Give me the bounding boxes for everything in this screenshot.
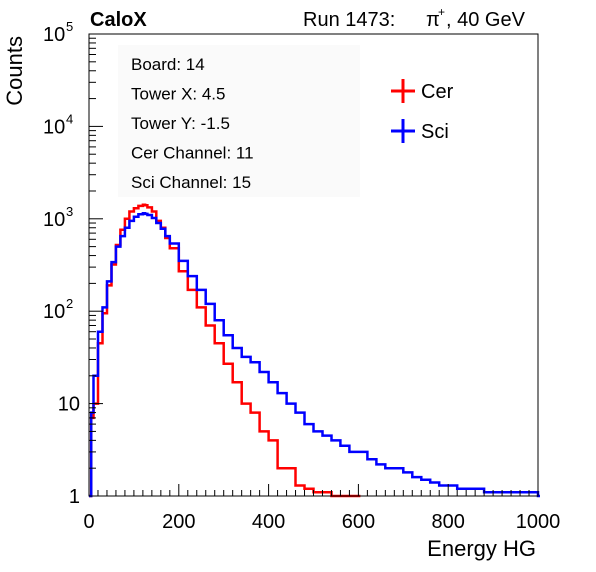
y-tick-label-exponent: 5 bbox=[66, 19, 73, 34]
info-line: Board: 14 bbox=[131, 55, 205, 74]
y-tick-label-exponent: 4 bbox=[66, 111, 73, 126]
info-box-lines: Board: 14 Tower X: 4.5 Tower Y: -1.5 Cer Ch… bbox=[131, 55, 254, 192]
x-tick-label: 600 bbox=[342, 511, 375, 533]
series-line-sci bbox=[89, 211, 540, 498]
experiment-label: CaloX bbox=[90, 9, 147, 31]
y-tick-label-base: 10 bbox=[43, 209, 65, 231]
x-tick-label: 200 bbox=[162, 511, 195, 533]
info-line: Sci Channel: 15 bbox=[131, 173, 251, 192]
info-line: Tower X: 4.5 bbox=[131, 85, 226, 104]
particle-charge-label: + bbox=[438, 5, 445, 19]
x-tick-label: 400 bbox=[252, 511, 285, 533]
y-tick-label-exponent: 3 bbox=[66, 204, 73, 219]
y-tick-label: 1 bbox=[69, 486, 80, 508]
info-line: Cer Channel: 11 bbox=[131, 144, 254, 163]
run-label: Run 1473: bbox=[303, 9, 395, 31]
x-tick-label: 1000 bbox=[516, 511, 561, 533]
x-tick-label: 800 bbox=[432, 511, 465, 533]
series-line-cer bbox=[89, 203, 361, 498]
y-tick-label-base: 10 bbox=[43, 24, 65, 46]
energy-label: , 40 GeV bbox=[446, 9, 526, 31]
legend-label: Sci bbox=[421, 121, 449, 143]
y-tick-label-exponent: 2 bbox=[66, 296, 73, 311]
series-group bbox=[89, 203, 540, 498]
info-box bbox=[118, 45, 360, 197]
y-tick-label-base: 10 bbox=[43, 301, 65, 323]
y-tick-label-base: 10 bbox=[43, 116, 65, 138]
y-axis-title: Counts bbox=[2, 36, 27, 106]
info-line: Tower Y: -1.5 bbox=[131, 114, 230, 133]
legend-label: Cer bbox=[421, 81, 454, 103]
y-tick-label: 10 bbox=[58, 394, 80, 416]
legend: Cer Sci bbox=[391, 79, 454, 143]
x-axis-title: Energy HG bbox=[427, 536, 536, 561]
x-axis: 0 200 400 600 800 1000 bbox=[83, 484, 560, 533]
particle-label: π bbox=[426, 9, 440, 31]
x-tick-label: 0 bbox=[83, 511, 94, 533]
